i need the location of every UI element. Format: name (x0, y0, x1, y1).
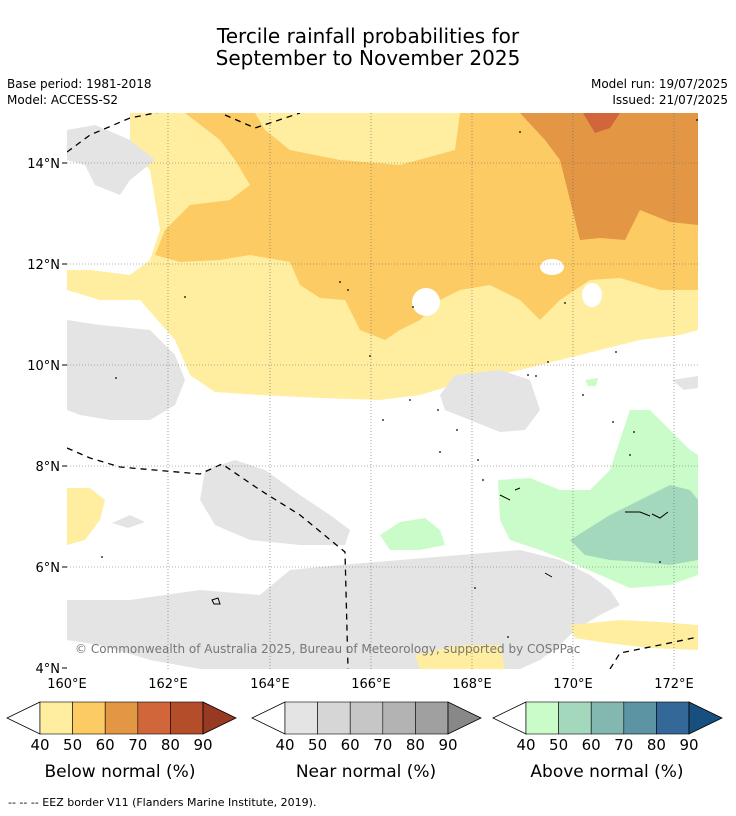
below-normal-50-region (155, 113, 698, 340)
below-colorbar-tick: 80 (161, 736, 180, 754)
lon-label: 170°E (553, 677, 593, 692)
above-colorbar-bin (656, 701, 690, 735)
near-colorbar-tick: 50 (308, 736, 327, 754)
model-run: Model run: 19/07/2025 (590, 77, 728, 91)
below-normal-60-region (520, 113, 698, 240)
lon-label: 164°E (250, 677, 290, 692)
near-colorbar-tick: 60 (341, 736, 360, 754)
lat-label: 10°N (27, 359, 60, 374)
above-colorbar-tick: 70 (614, 736, 633, 754)
above-normal-50-region (570, 485, 698, 565)
below-colorbar-tick: 40 (30, 736, 49, 754)
below-colorbar-tick: 60 (96, 736, 115, 754)
near-colorbar-bin (382, 701, 416, 735)
copyright-notice: © Commonwealth of Australia 2025, Bureau… (75, 642, 580, 656)
below-colorbar-over-triangle (202, 701, 237, 735)
below-colorbar-bin (39, 701, 73, 735)
lat-label: 4°N (36, 662, 61, 677)
lon-label: 172°E (654, 677, 694, 692)
lat-label: 12°N (27, 258, 60, 273)
issued-date: Issued: 21/07/2025 (612, 93, 728, 107)
near-colorbar-tick: 80 (406, 736, 425, 754)
above-colorbar-tick: 80 (647, 736, 666, 754)
below-normal-label: Below normal (%) (44, 762, 196, 782)
near-colorbar-tick: 40 (275, 736, 294, 754)
below-colorbar-tick: 70 (128, 736, 147, 754)
near-colorbar-tick: 70 (373, 736, 392, 754)
above-colorbar-tick: 40 (516, 736, 535, 754)
chart-title-line1: Tercile rainfall probabilities for (216, 24, 520, 48)
above-colorbar-tick: 60 (582, 736, 601, 754)
near-colorbar-tick: 90 (438, 736, 457, 754)
chart-title-line2: September to November 2025 (215, 46, 521, 70)
above-normal-label: Above normal (%) (530, 762, 684, 782)
below-colorbar-bin (72, 701, 106, 735)
below-colorbar-bin (137, 701, 171, 735)
below-colorbar-under-triangle (6, 701, 41, 735)
near-colorbar-over-triangle (447, 701, 482, 735)
near-colorbar-bin (415, 701, 449, 735)
above-colorbar-bin (558, 701, 592, 735)
above-colorbar-tick: 90 (679, 736, 698, 754)
above-colorbar-under-triangle (492, 701, 527, 735)
lon-label: 160°E (47, 677, 87, 692)
above-colorbar-bin (525, 701, 559, 735)
lon-label: 168°E (452, 677, 492, 692)
below-colorbar-tick: 90 (193, 736, 212, 754)
near-colorbar-bin (284, 701, 318, 735)
near-colorbar-bin (317, 701, 351, 735)
lat-label: 14°N (27, 157, 60, 172)
near-normal-label: Near normal (%) (295, 762, 437, 782)
lon-label: 162°E (148, 677, 188, 692)
lon-label: 166°E (351, 677, 391, 692)
below-normal-70-region (583, 113, 620, 133)
eez-footnote: -- -- -- EEZ border V11 (Flanders Marine… (8, 796, 317, 809)
above-colorbar-bin (590, 701, 625, 735)
near-colorbar-bin (349, 701, 384, 735)
near-normal-region (67, 125, 155, 195)
above-colorbar-over-triangle (688, 701, 723, 735)
above-colorbar-tick: 50 (549, 736, 568, 754)
below-colorbar-bin (170, 701, 204, 735)
model-name: Model: ACCESS-S2 (7, 93, 119, 107)
base-period: Base period: 1981-2018 (7, 77, 152, 91)
near-colorbar-under-triangle (251, 701, 286, 735)
below-colorbar-tick: 50 (63, 736, 82, 754)
lat-label: 8°N (36, 460, 61, 475)
above-colorbar-bin (623, 701, 657, 735)
below-colorbar-bin (104, 701, 139, 735)
lat-label: 6°N (36, 561, 61, 576)
